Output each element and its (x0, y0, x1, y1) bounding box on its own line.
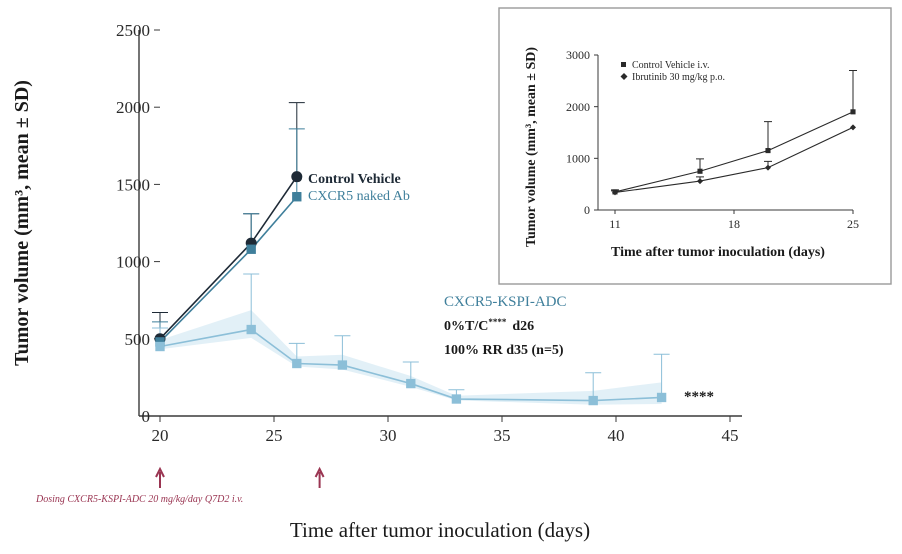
inset-point-ibrutinib-30-mg-kg-p-o-25 (850, 124, 856, 131)
main-errorbar-cxcr5-kspi-adc-42 (653, 353, 670, 398)
main-x-tick-label-20: 20 (152, 426, 169, 445)
main-point-cxcr5-kspi-adc-39 (588, 395, 598, 406)
main-errorbar-cxcr5-naked-ab-26 (288, 128, 305, 197)
inset-x-tick-label-11: 11 (609, 217, 621, 231)
main-x-tick-label-30: 30 (380, 426, 397, 445)
main-chart: 0 500 1000 1500 2000 2500 20 25 30 35 40 45 Tumor v… (11, 21, 742, 542)
significance-stars: **** (684, 389, 714, 405)
dosing-note: Dosing CXCR5-KSPI-ADC 20 mg/kg/day Q7D2 … (35, 494, 243, 505)
legend-label-control-vehicle: Control Vehicle (308, 172, 401, 187)
inset-point-ibrutinib-30-mg-kg-p-o-11 (612, 189, 618, 196)
main-y-axis-label: Tumor volume (mm³, mean ± SD) (11, 80, 33, 366)
inset-point-control-vehicle-i-v-20 (765, 148, 771, 154)
main-errorbar-cxcr5-kspi-adc-28 (334, 335, 351, 366)
main-point-cxcr5-kspi-adc-28 (337, 360, 348, 370)
main-y-tick-label-500: 500 (125, 330, 151, 349)
main-x-tick-label-40: 40 (608, 426, 625, 445)
legend-marker-control-vehicle (294, 174, 302, 182)
main-line-cxcr5-kspi-adc (159, 328, 662, 402)
inset-errorbar-control-vehicle-i-v-20 (764, 121, 772, 151)
adc-tc-annotation: 0%T/C**** d26 (444, 317, 534, 334)
main-point-cxcr5-kspi-adc-26 (292, 358, 302, 369)
inset-x-tick-label-18: 18 (728, 217, 740, 231)
inset-y-tick-label-2000: 2000 (566, 100, 590, 114)
main-point-cxcr5-kspi-adc-31 (406, 378, 416, 389)
inset-y-tick-label-0: 0 (584, 203, 590, 217)
main-x-tick-label-25: 25 (266, 426, 283, 445)
inset-point-ibrutinib-30-mg-kg-p-o-16 (697, 178, 703, 185)
legend-marker-cxcr5-naked-ab (294, 192, 301, 199)
main-band-cxcr5-kspi-adc (160, 310, 662, 405)
inset-point-control-vehicle-i-v-25 (850, 109, 856, 115)
inset-frame (498, 7, 892, 285)
dosing-arrow-day-20 (155, 466, 165, 488)
main-line-control-vehicle (159, 176, 298, 340)
adc-response-annotation: 100% RR d35 (n=5) (444, 343, 564, 358)
inset-errorbar-control-vehicle-i-v-25 (849, 70, 857, 112)
inset-line-ibrutinib-30-mg-kg-p-o (614, 126, 854, 193)
main-y-tick-label-1000: 1000 (116, 253, 150, 272)
inset-legend-marker-control-vehicle (621, 62, 626, 67)
main-point-cxcr5-kspi-adc-33 (451, 394, 462, 404)
inset-chart: 0 1000 2000 3000 11 18 25 Tumor volume (mm³, m… (498, 7, 892, 285)
main-point-cxcr5-kspi-adc-24 (246, 324, 256, 335)
legend-label-cxcr5-naked-ab: CXCR5 naked Ab (308, 189, 410, 204)
inset-line-control-vehicle-i-v (614, 111, 854, 193)
main-y-tick-label-2500: 2500 (116, 21, 150, 40)
main-x-axis-label: Time after tumor inoculation (days) (290, 518, 590, 542)
inset-point-control-vehicle-i-v-16 (697, 168, 703, 174)
main-x-tick-label-35: 35 (494, 426, 511, 445)
main-y-tick-label-0: 0 (142, 407, 151, 426)
inset-x-axis-label: Time after tumor inoculation (days) (611, 245, 825, 260)
adc-tc-prefix: 0%T/C (444, 319, 488, 334)
main-point-cxcr5-kspi-adc-20 (155, 341, 165, 352)
main-x-tick-label-45: 45 (722, 426, 739, 445)
inset-point-ibrutinib-30-mg-kg-p-o-20 (765, 164, 771, 171)
adc-series-name: CXCR5-KSPI-ADC (444, 294, 567, 310)
main-point-cxcr5-kspi-adc-42 (656, 392, 667, 403)
dosing-arrow-day-27 (314, 466, 325, 488)
main-y-tick-label-1500: 1500 (116, 175, 150, 194)
main-point-cxcr5-naked-ab-24 (246, 244, 256, 254)
adc-tc-stars: **** (488, 317, 507, 327)
inset-legend-marker-ibrutinib (620, 73, 628, 80)
inset-y-tick-label-3000: 3000 (566, 48, 590, 62)
inset-y-axis-label: Tumor volume (mm³, mean ± SD) (524, 47, 539, 247)
main-y-tick-label-2000: 2000 (116, 98, 150, 117)
inset-y-tick-label-1000: 1000 (566, 152, 590, 166)
inset-legend-label-ibrutinib: Ibrutinib 30 mg/kg p.o. (632, 72, 725, 83)
inset-x-tick-label-25: 25 (847, 217, 859, 231)
main-errorbar-cxcr5-kspi-adc-24 (243, 273, 260, 330)
inset-legend-label-control-vehicle: Control Vehicle i.v. (632, 60, 710, 71)
adc-tc-day: d26 (512, 319, 534, 334)
